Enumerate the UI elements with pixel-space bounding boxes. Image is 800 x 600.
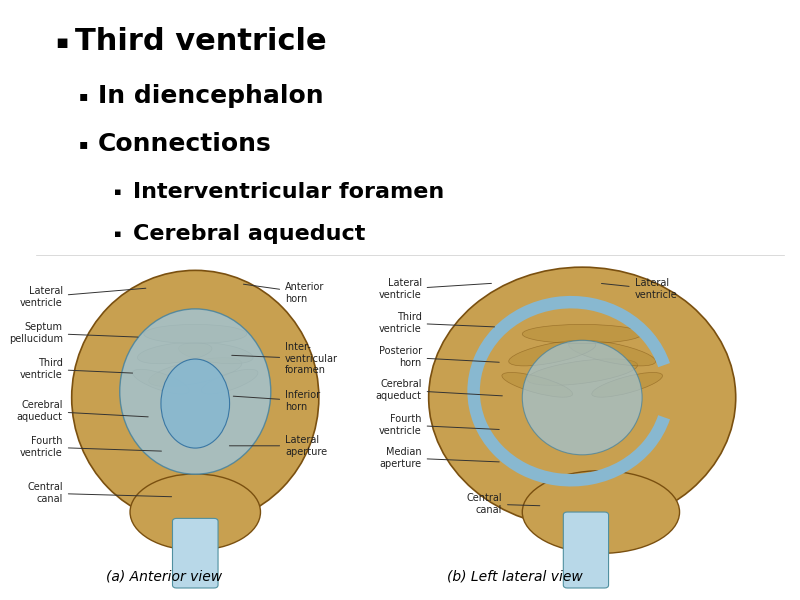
Ellipse shape [527,359,638,385]
Text: Third
ventricle: Third ventricle [379,312,494,334]
FancyBboxPatch shape [563,512,609,588]
Text: ▪: ▪ [114,187,121,197]
Text: Central
canal: Central canal [27,482,171,504]
Text: Septum
pellucidum: Septum pellucidum [9,322,138,344]
Ellipse shape [592,373,662,397]
Text: Lateral
ventricle: Lateral ventricle [20,286,146,308]
Text: Cerebral
aqueduct: Cerebral aqueduct [17,400,148,422]
Text: Central
canal: Central canal [466,493,540,515]
Text: ▪: ▪ [78,89,88,103]
Text: Inferior
horn: Inferior horn [234,390,320,412]
FancyBboxPatch shape [173,518,218,588]
Ellipse shape [161,359,230,448]
Ellipse shape [120,309,270,474]
Ellipse shape [522,470,679,553]
Ellipse shape [202,370,258,394]
Text: Median
aperture: Median aperture [379,447,499,469]
Text: Cerebral
aqueduct: Cerebral aqueduct [376,379,502,401]
Ellipse shape [522,340,642,455]
Text: Fourth
ventricle: Fourth ventricle [379,414,499,436]
Text: Connections: Connections [98,132,272,156]
Text: Lateral
ventricle: Lateral ventricle [379,278,491,300]
Ellipse shape [149,358,242,386]
Ellipse shape [144,325,246,343]
Ellipse shape [569,340,656,366]
Ellipse shape [178,343,253,364]
Text: Anterior
horn: Anterior horn [243,282,325,304]
Ellipse shape [130,474,261,550]
Ellipse shape [502,373,573,397]
Text: In diencephalon: In diencephalon [98,84,323,108]
Text: (a) Anterior view: (a) Anterior view [106,569,222,583]
Text: (b) Left lateral view: (b) Left lateral view [447,569,583,583]
Text: Third ventricle: Third ventricle [74,28,326,56]
Text: ▪: ▪ [78,137,88,151]
Text: Cerebral aqueduct: Cerebral aqueduct [133,224,366,244]
Text: Interventricular foramen: Interventricular foramen [133,182,444,202]
Ellipse shape [522,325,642,343]
Text: ▪: ▪ [114,229,121,239]
Text: Posterior
horn: Posterior horn [378,346,499,368]
Ellipse shape [72,271,319,525]
Ellipse shape [429,267,736,528]
Text: Fourth
ventricle: Fourth ventricle [20,436,162,458]
Text: Lateral
aperture: Lateral aperture [230,435,327,457]
Ellipse shape [138,343,212,364]
Text: Inter-
ventricular
foramen: Inter- ventricular foramen [232,342,338,376]
Ellipse shape [509,340,596,366]
Text: Third
ventricle: Third ventricle [20,358,133,380]
Text: ▪: ▪ [55,32,68,52]
Text: Lateral
ventricle: Lateral ventricle [602,278,678,300]
Ellipse shape [133,370,190,394]
